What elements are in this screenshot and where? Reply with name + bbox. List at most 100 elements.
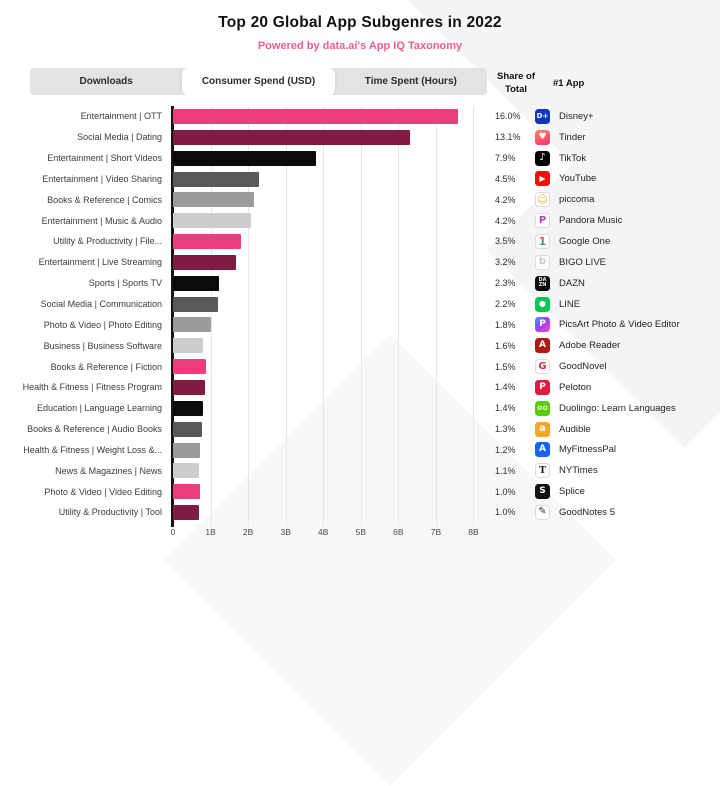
bar-track <box>169 231 489 252</box>
bar-track <box>169 398 489 419</box>
tab-time-spent[interactable]: Time Spent (Hours) <box>364 76 457 87</box>
x-tick-label: 1B <box>205 526 216 537</box>
app-icon-glyph: b <box>538 256 547 268</box>
app-icon-glyph: T <box>538 464 547 477</box>
app-icon: DA ZN <box>535 275 550 291</box>
x-tick-label: 7B <box>430 526 442 537</box>
app-icon: a <box>535 421 550 437</box>
metric-tab-bar: Downloads Consumer Spend (USD) Time Spen… <box>30 68 487 95</box>
app-icon-glyph: ♥ <box>538 131 547 142</box>
bar <box>173 192 254 208</box>
share-value: 7.9% <box>495 153 516 164</box>
app-icon-glyph: ● <box>539 299 546 309</box>
app-icon: ♥ <box>535 129 550 145</box>
share-value: 1.6% <box>495 340 516 351</box>
app-icon-glyph: oo <box>537 403 548 413</box>
table-row: News & Magazines | News 1.1% T NYTimes <box>0 460 720 481</box>
x-tick-label: 6B <box>393 526 404 537</box>
share-value: 2.3% <box>495 278 516 289</box>
app-name: GoodNotes 5 <box>559 506 615 518</box>
share-value: 1.1% <box>495 465 516 476</box>
app-name: Tinder <box>559 131 586 143</box>
bar-track <box>169 377 489 398</box>
bar-track <box>169 127 489 148</box>
share-value: 1.3% <box>495 424 516 435</box>
bar-track <box>169 148 489 169</box>
bar-track <box>169 440 489 461</box>
share-value: 4.5% <box>495 173 516 184</box>
app-icon-glyph: ▶ <box>539 173 546 183</box>
bar-track <box>169 335 489 356</box>
app-name: Audible <box>559 423 591 435</box>
page-subtitle: Powered by data.ai's App IQ Taxonomy <box>257 40 463 52</box>
app-name: GoodNovel <box>559 361 607 373</box>
subgenre-label: Entertainment | Live Streaming <box>38 257 162 268</box>
table-row: Utility & Productivity | Tool 1.0% ✎ Goo… <box>0 502 720 523</box>
y-axis-line <box>171 106 174 527</box>
bar-track <box>169 294 489 315</box>
app-icon: ▶ <box>535 171 550 187</box>
app-name: PicsArt Photo & Video Editor <box>559 319 680 331</box>
app-name: Google One <box>559 235 611 247</box>
app-icon: ♪ <box>535 150 550 166</box>
app-icon-glyph: A <box>539 340 546 351</box>
app-icon-glyph: ✎ <box>538 506 547 518</box>
table-row: Entertainment | Video Sharing 4.5% ▶ You… <box>0 169 720 190</box>
bar-track <box>169 169 489 190</box>
app-icon: ☺ <box>535 192 550 208</box>
app-icon: oo <box>535 400 550 416</box>
x-tick-label: 5B <box>355 526 366 537</box>
share-value: 1.0% <box>495 486 516 497</box>
bar <box>173 338 204 354</box>
share-value: 4.2% <box>495 215 516 226</box>
table-row: Photo & Video | Photo Editing 1.8% P Pic… <box>0 314 720 335</box>
bar <box>173 296 219 312</box>
table-row: Health & Fitness | Weight Loss &... 1.2%… <box>0 440 720 461</box>
bar-track <box>169 419 489 440</box>
app-icon-glyph: P <box>539 319 546 330</box>
app-icon: 1 <box>535 233 550 249</box>
share-value: 1.8% <box>495 319 516 330</box>
gridline <box>248 106 250 527</box>
bar <box>173 317 211 333</box>
app-name: piccoma <box>559 194 595 206</box>
bar <box>173 171 260 187</box>
app-icon-glyph: ♪ <box>539 152 546 164</box>
bar <box>173 505 199 521</box>
gridline <box>398 106 400 527</box>
bar-chart: Entertainment | OTT 16.0% D+ Disney+ Soc… <box>0 106 720 541</box>
app-icon: A <box>535 338 550 354</box>
subgenre-label: Education | Language Learning <box>37 403 162 414</box>
app-icon: ● <box>535 296 550 312</box>
app-icon: T <box>535 463 550 479</box>
bar-track <box>169 106 489 127</box>
app-name: Disney+ <box>559 110 594 122</box>
bar <box>173 400 203 416</box>
share-value: 3.2% <box>495 257 516 268</box>
table-row: Entertainment | OTT 16.0% D+ Disney+ <box>0 106 720 127</box>
subgenre-label: Utility & Productivity | Tool <box>58 507 162 518</box>
app-icon: P <box>535 213 550 229</box>
gridline <box>323 106 325 527</box>
app-icon-glyph: A <box>539 444 546 455</box>
app-icon-glyph: S <box>539 486 546 497</box>
app-icon-glyph: D+ <box>536 111 549 120</box>
bar <box>173 234 241 250</box>
bar <box>173 150 317 166</box>
app-name: YouTube <box>559 173 597 185</box>
subgenre-label: Entertainment | Video Sharing <box>42 173 162 184</box>
bar-track <box>169 356 489 377</box>
app-name: Splice <box>559 486 585 498</box>
gridlines <box>169 106 489 527</box>
gridline <box>360 106 362 527</box>
tab-consumer-spend[interactable]: Consumer Spend (USD) <box>182 68 335 95</box>
gridline <box>285 106 287 527</box>
subgenre-label: Social Media | Dating <box>77 132 162 143</box>
bar <box>173 463 199 479</box>
subgenre-label: Photo & Video | Video Editing <box>44 486 162 497</box>
bar <box>173 442 201 458</box>
share-of-total-header: Share of Total <box>496 71 535 96</box>
app-icon-glyph: DA ZN <box>538 277 547 289</box>
tab-downloads[interactable]: Downloads <box>79 76 133 87</box>
gridline <box>210 106 212 527</box>
